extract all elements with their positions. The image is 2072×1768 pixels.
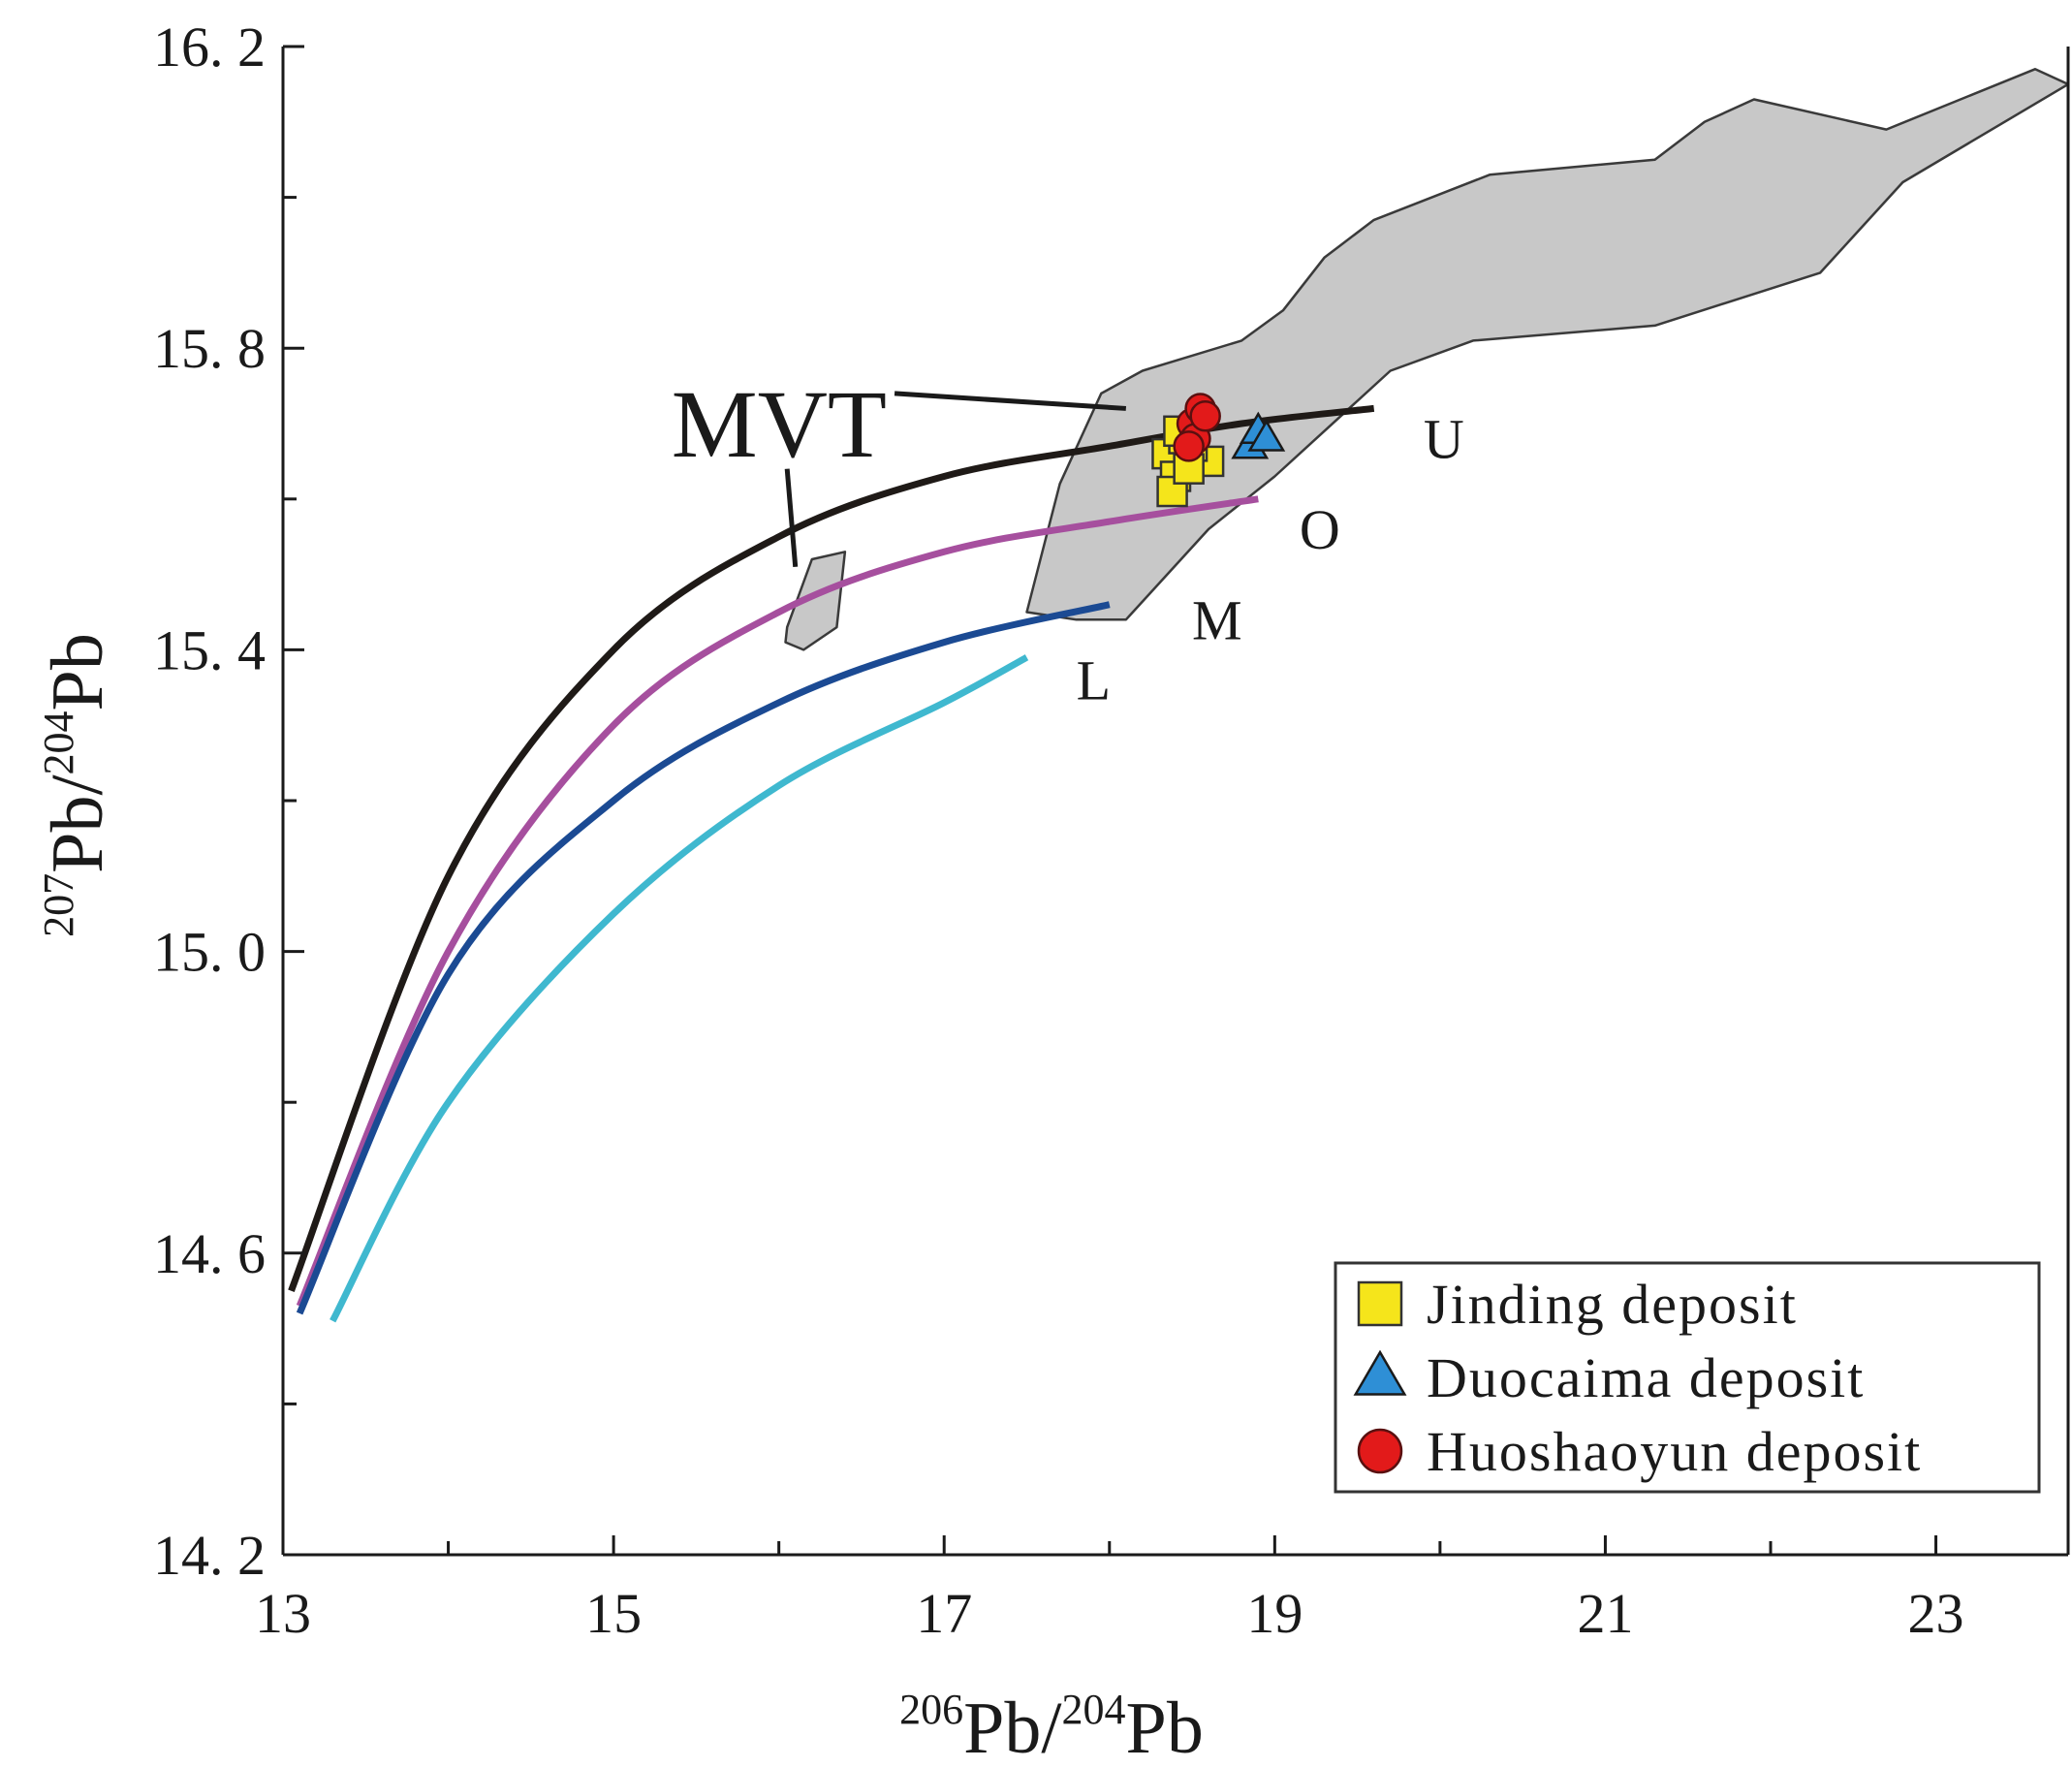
y-axis-title: 207Pb/204Pb (35, 633, 118, 937)
x-axis-sup2: 204 (1062, 1686, 1126, 1733)
mvt-pointer-2 (784, 468, 799, 568)
annotation-layer: MVT (672, 370, 1126, 568)
legend-label: Duocaima deposit (1427, 1346, 1865, 1409)
axes-layer (281, 45, 2070, 1557)
legend-label: Huoshaoyun deposit (1427, 1420, 1922, 1483)
y-axis-sup1: 207 (35, 873, 82, 937)
legend-marker-triangle (1353, 1349, 1407, 1396)
x-axis-base1: Pb/ (963, 1688, 1062, 1768)
curve-label-layer: U OM L (1077, 408, 1464, 712)
legend-box (1334, 1261, 2041, 1494)
curve-O (296, 495, 1259, 1308)
y-tick-label: 15. 4 (153, 618, 266, 681)
y-tick-label: 15. 8 (153, 317, 266, 380)
x-tick-label: 19 (1246, 1582, 1303, 1645)
curve-label-M: M (1192, 588, 1242, 651)
y-tick-label: 14. 2 (153, 1524, 266, 1587)
curve-label-O: O (1300, 498, 1340, 561)
y-axis-base2: Pb (37, 633, 118, 710)
mvt-label: MVT (672, 370, 887, 478)
curve-M (296, 601, 1111, 1315)
x-tick-label: 15 (585, 1582, 642, 1645)
legend: Jinding deposit Duocaima deposit Huoshaoyu… (1334, 1261, 2041, 1494)
y-axis-sup2: 204 (35, 710, 82, 774)
legend-marker-square (1357, 1280, 1403, 1327)
curve-U (288, 404, 1375, 1292)
data-point-circle (1189, 399, 1221, 432)
data-point-circle (1173, 430, 1205, 462)
x-axis-sup1: 206 (899, 1686, 963, 1733)
x-tick-label: 17 (916, 1582, 972, 1645)
y-axis-base1: Pb/ (37, 774, 118, 873)
tick-label-layer: 13 15 17 19 21 23 14. 2 14. 6 15. 0 15. 4 15. 8 16.… (153, 16, 1964, 1645)
legend-items: Jinding deposit Duocaima deposit Huoshaoyu… (1353, 1273, 1922, 1483)
curve-L (330, 654, 1029, 1323)
mvt-field-0 (1025, 68, 2070, 621)
curves-layer (288, 404, 1375, 1323)
y-tick-label: 14. 6 (153, 1222, 266, 1285)
x-axis-base2: Pb (1126, 1688, 1204, 1768)
curve-label-U: U (1424, 408, 1464, 471)
y-tick-label: 15. 0 (153, 921, 266, 984)
y-tick-label: 16. 2 (153, 16, 266, 79)
regions-layer (784, 68, 2070, 651)
legend-label: Jinding deposit (1427, 1273, 1798, 1336)
x-tick-label: 13 (255, 1582, 311, 1645)
points-layer (1151, 393, 1286, 508)
data-point-triangle (1247, 419, 1286, 452)
curve-label-L: L (1077, 649, 1111, 712)
x-tick-label: 23 (1908, 1582, 1964, 1645)
mvt-field-1 (784, 551, 847, 651)
x-axis-title: 206Pb/204Pb (899, 1686, 1204, 1768)
legend-marker-circle (1357, 1428, 1403, 1474)
mvt-pointer-1 (894, 391, 1126, 411)
x-tick-label: 21 (1577, 1582, 1633, 1645)
